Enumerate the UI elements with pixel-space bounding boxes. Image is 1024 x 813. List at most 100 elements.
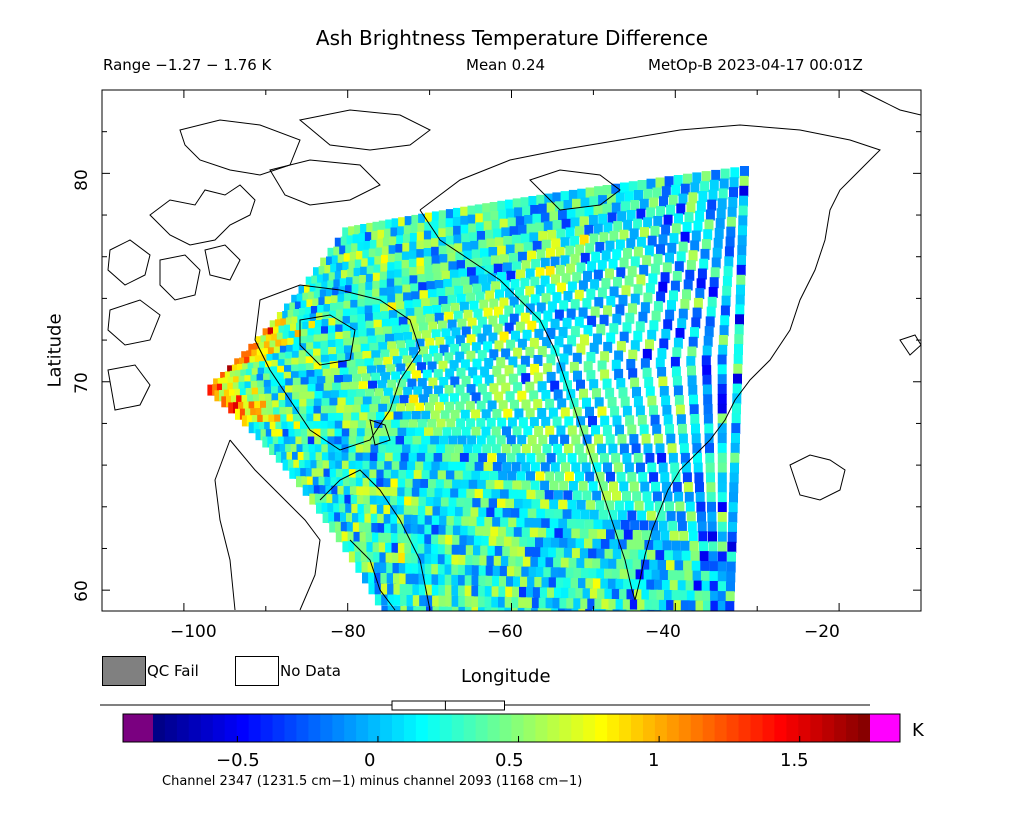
- swath-pixel: [691, 560, 701, 572]
- swath-pixel: [515, 216, 525, 228]
- swath-pixel: [537, 346, 547, 358]
- swath-pixel: [585, 187, 595, 199]
- swath-pixel: [444, 544, 454, 556]
- swath-pixel: [708, 189, 718, 201]
- swath-pixel: [425, 574, 434, 586]
- swath-pixel: [474, 488, 484, 500]
- swath-pixel: [426, 488, 436, 499]
- colorbar-segment: [619, 714, 632, 742]
- swath-pixel: [371, 230, 381, 242]
- swath-pixel: [417, 515, 427, 527]
- swath-pixel: [535, 222, 545, 234]
- swath-pixel: [546, 248, 555, 260]
- swath-pixel: [344, 345, 353, 357]
- swath-pixel: [291, 316, 301, 328]
- swath-pixel: [656, 511, 666, 522]
- swath-pixel: [618, 387, 628, 399]
- swath-pixel: [735, 304, 745, 316]
- swath-pixel: [550, 318, 560, 330]
- swath-pixel: [314, 369, 324, 381]
- swath-pixel: [462, 507, 472, 519]
- swath-pixel: [501, 444, 511, 456]
- swath-pixel: [476, 435, 486, 447]
- colorbar-segment: [714, 714, 728, 742]
- swath-pixel: [305, 276, 315, 288]
- swath-pixel: [452, 217, 462, 228]
- swath-pixel: [404, 496, 414, 508]
- swath-pixel: [539, 587, 549, 599]
- swath-pixel: [450, 410, 460, 421]
- swath-pixel: [476, 400, 486, 412]
- swath-pixel: [701, 580, 711, 592]
- swath-pixel: [702, 345, 712, 357]
- swath-pixel: [482, 256, 492, 268]
- swath-pixel: [449, 269, 459, 281]
- swath-pixel: [336, 405, 346, 417]
- swath-pixel: [543, 567, 553, 579]
- swath-pixel: [293, 309, 303, 320]
- swath-pixel: [419, 394, 429, 406]
- swath-pixel: [342, 330, 352, 342]
- swath-pixel: [353, 531, 363, 543]
- swath-pixel: [669, 580, 679, 592]
- swath-pixel: [471, 575, 481, 587]
- swath-pixel: [482, 489, 492, 501]
- swath-pixel: [410, 224, 420, 235]
- swath-pixel: [438, 228, 448, 240]
- swath-pixel: [584, 558, 594, 570]
- swath-pixel: [397, 533, 407, 545]
- swath-pixel: [499, 254, 509, 266]
- swath-pixel: [638, 472, 648, 484]
- swath-pixel: [414, 307, 424, 319]
- swath-pixel: [425, 337, 435, 349]
- swath-pixel: [322, 368, 332, 380]
- swath-pixel: [390, 487, 400, 499]
- swath-pixel: [700, 181, 710, 193]
- swath-pixel: [609, 286, 619, 298]
- swath-pixel: [438, 360, 448, 372]
- swath-pixel: [605, 434, 615, 446]
- swath-pixel: [269, 340, 279, 352]
- swath-pixel: [554, 309, 564, 321]
- swath-pixel: [541, 239, 551, 251]
- swath-pixel: [367, 365, 376, 377]
- swath-pixel: [730, 167, 740, 179]
- swath-pixel: [669, 290, 678, 302]
- swath-pixel: [576, 416, 586, 428]
- swath-pixel: [555, 547, 565, 559]
- swath-pixel: [625, 415, 635, 427]
- swath-pixel: [337, 294, 347, 306]
- swath-pixel: [630, 377, 640, 389]
- swath-pixel: [578, 481, 588, 493]
- swath-pixel: [290, 323, 299, 335]
- swath-pixel: [234, 370, 244, 382]
- swath-pixel: [383, 478, 393, 490]
- swath-pixel: [476, 418, 486, 430]
- swath-pixel: [407, 315, 417, 327]
- swath-pixel: [695, 492, 705, 503]
- swath-pixel: [322, 512, 332, 523]
- swath-pixel: [602, 203, 612, 215]
- swath-pixel: [553, 443, 563, 455]
- swath-pixel: [399, 347, 409, 359]
- swath-pixel: [553, 557, 563, 569]
- swath-pixel: [497, 417, 507, 429]
- swath-pixel: [417, 553, 427, 565]
- swath-pixel: [286, 414, 296, 426]
- swath-pixel: [679, 443, 689, 455]
- swath-pixel: [313, 413, 323, 425]
- swath-pixel: [457, 435, 467, 447]
- swath-pixel: [411, 411, 421, 422]
- swath-pixel: [300, 300, 310, 312]
- swath-pixel: [726, 571, 736, 583]
- swath-pixel: [573, 598, 583, 610]
- colorbar-segment: [296, 714, 309, 742]
- swath-pixel: [545, 508, 554, 520]
- swath-pixel: [661, 580, 671, 591]
- swath-pixel: [600, 369, 610, 381]
- swath-pixel: [332, 382, 342, 394]
- swath-pixel: [285, 444, 295, 456]
- swath-pixel: [246, 350, 256, 362]
- swath-pixel: [638, 311, 648, 323]
- swath-pixel: [639, 520, 649, 532]
